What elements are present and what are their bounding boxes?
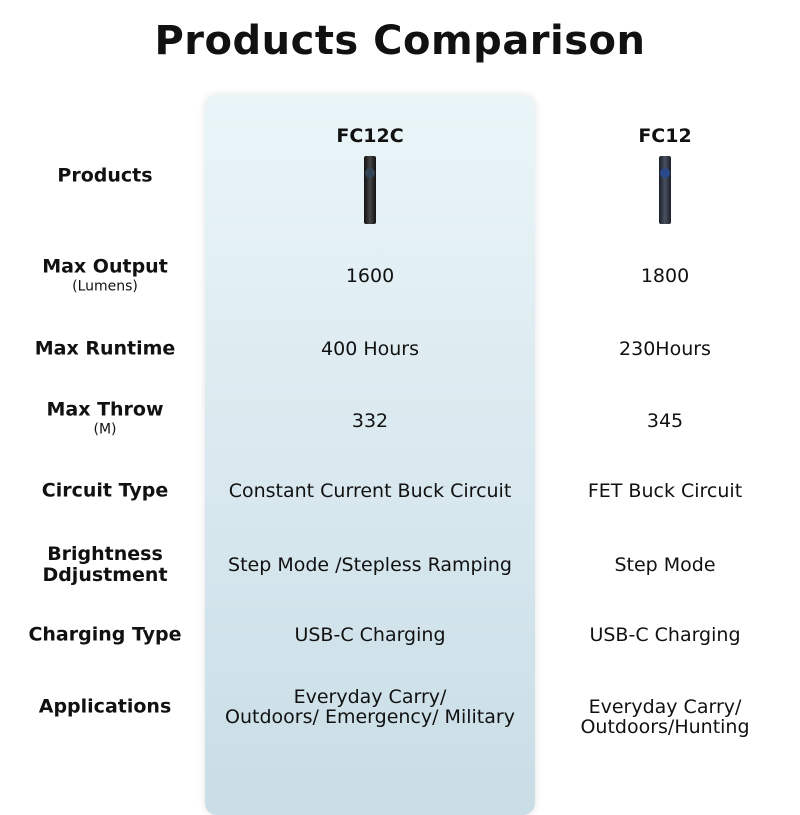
value-fc12: Step Mode xyxy=(614,554,716,576)
product-fc12c: FC12C xyxy=(205,126,535,224)
value-fc12c: 400 Hours xyxy=(321,338,419,360)
value-fc12c: Constant Current Buck Circuit xyxy=(228,480,512,502)
label-text: Max Throw xyxy=(46,398,164,421)
value-fc12: 230Hours xyxy=(619,338,711,360)
flashlight-image xyxy=(659,156,671,224)
value-fc12: 345 xyxy=(646,410,684,432)
row-label: Brightness Ddjustment xyxy=(42,543,168,586)
label-text: Max Output xyxy=(42,255,168,278)
value-fc12c: 332 xyxy=(351,410,389,432)
value-fc12c: 1600 xyxy=(345,265,395,287)
value-fc12: FET Buck Circuit xyxy=(587,480,743,502)
value-line: Outdoors/ Emergency/ Military xyxy=(225,706,515,728)
value-line: Everyday Carry/ xyxy=(293,686,447,708)
flashlight-image xyxy=(364,156,376,224)
row-label: Max Throw (M) xyxy=(5,398,205,439)
value-line: Everyday Carry/ xyxy=(588,696,742,718)
page-title: Products Comparison xyxy=(154,18,646,64)
value-fc12c: USB-C Charging xyxy=(294,624,446,646)
label-unit: (M) xyxy=(93,421,117,438)
product-name: FC12 xyxy=(638,125,692,147)
value-fc12c: Everyday Carry/Outdoors/ Emergency/ Mili… xyxy=(205,687,535,727)
value-fc12: Everyday Carry/Outdoors/Hunting xyxy=(535,697,795,737)
product-fc12: FC12 xyxy=(535,126,795,224)
row-label: Applications xyxy=(38,695,172,718)
value-fc12: 1800 xyxy=(640,265,690,287)
row-label: Products xyxy=(57,164,153,187)
row-label: Max Runtime xyxy=(34,337,176,360)
row-label: Charging Type xyxy=(28,623,182,646)
product-name: FC12C xyxy=(336,125,404,147)
label-unit: (Lumens) xyxy=(72,278,138,295)
row-label: Circuit Type xyxy=(41,479,169,502)
value-fc12c: Step Mode /Stepless Ramping xyxy=(228,554,512,576)
row-label: Max Output (Lumens) xyxy=(5,255,205,296)
value-line: Outdoors/Hunting xyxy=(580,716,750,738)
value-fc12: USB-C Charging xyxy=(589,624,741,646)
